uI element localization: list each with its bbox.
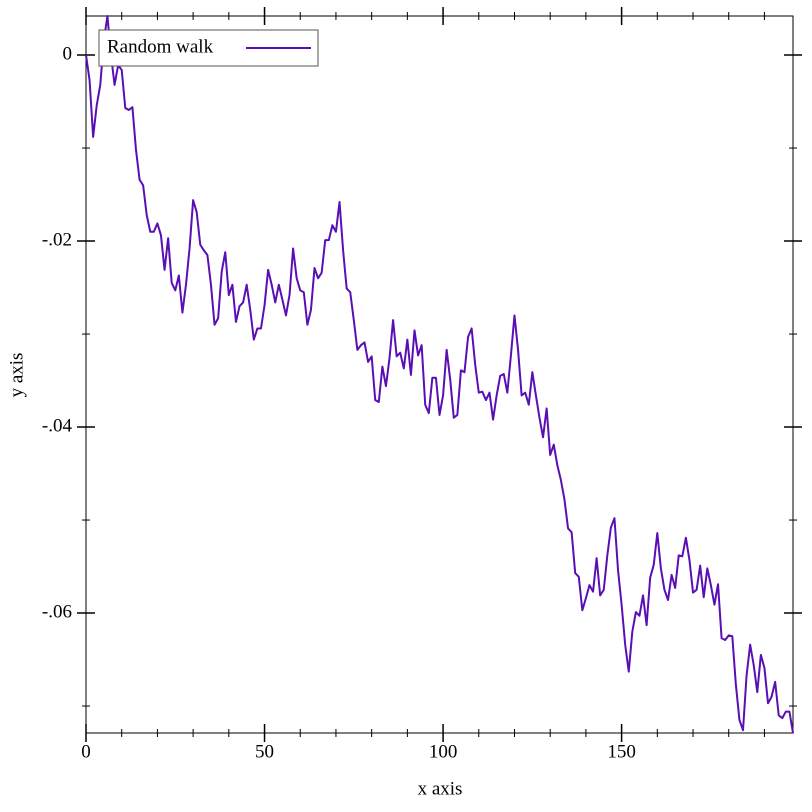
- x-tick-label: 150: [607, 741, 636, 762]
- plot-frame: [85, 15, 794, 734]
- y-tick-label: -.04: [42, 415, 73, 436]
- y-axis-label: y axis: [6, 353, 27, 398]
- x-tick-label: 0: [81, 741, 91, 762]
- y-tick-label: -.06: [42, 601, 72, 622]
- legend-label: Random walk: [107, 36, 214, 57]
- y-tick-label: -.02: [42, 229, 72, 250]
- x-tick-label: 50: [255, 741, 274, 762]
- x-tick-label: 100: [429, 741, 458, 762]
- data-line: [85, 15, 794, 734]
- y-tick-label: 0: [63, 43, 73, 64]
- x-axis-label: x axis: [418, 778, 463, 799]
